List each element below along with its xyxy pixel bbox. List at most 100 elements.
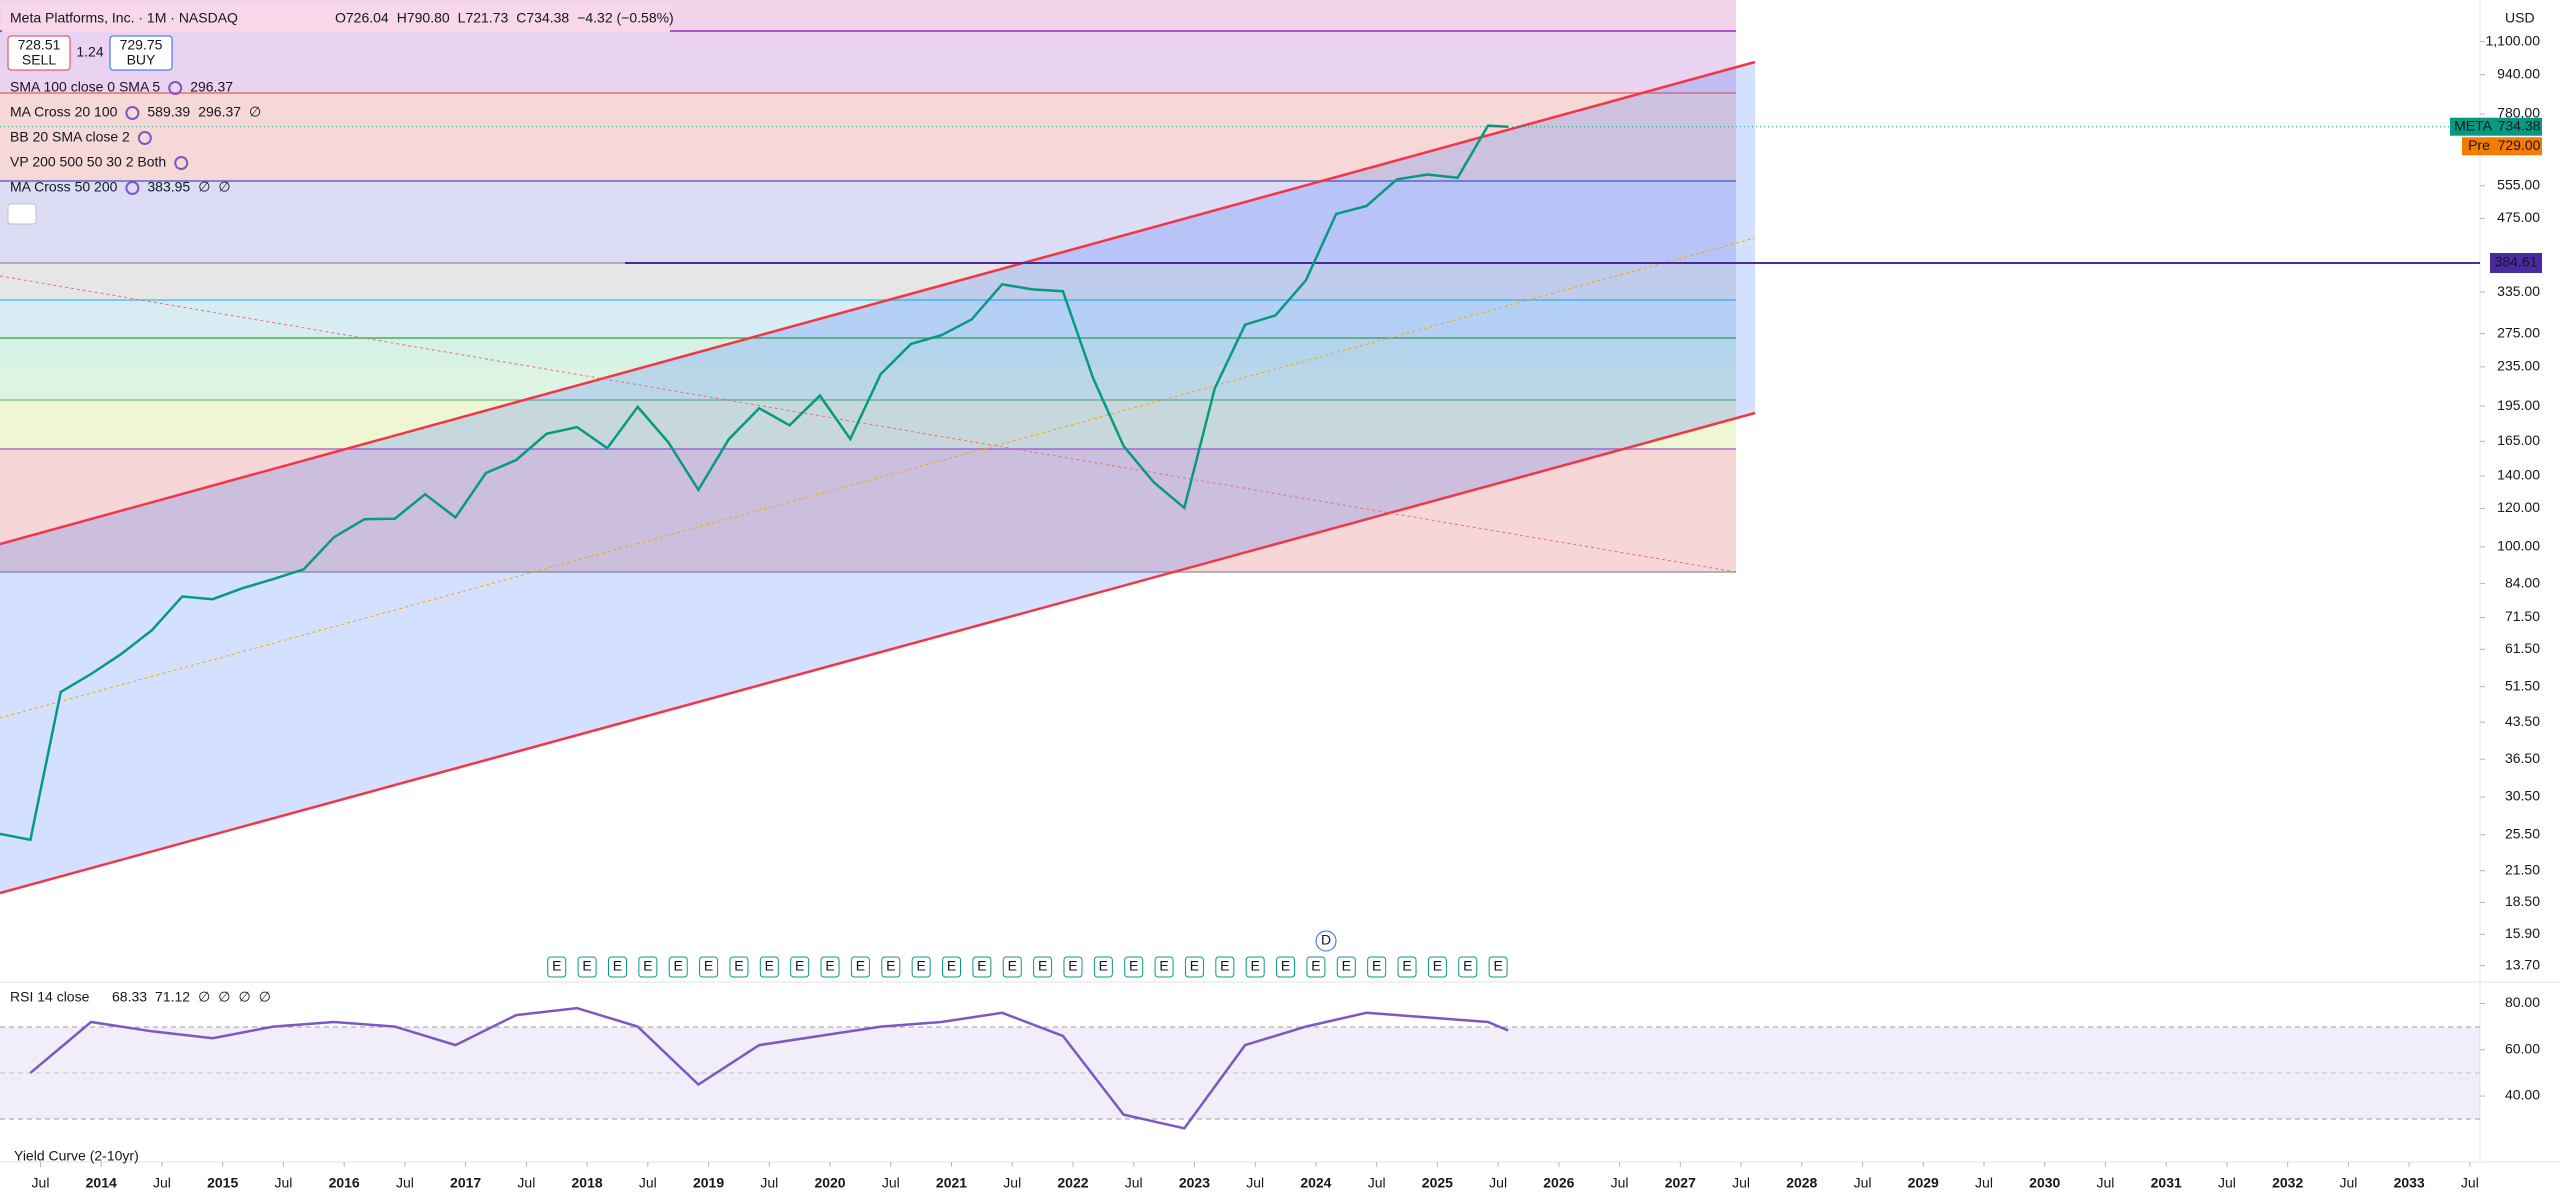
earnings-marker[interactable] bbox=[1093, 956, 1113, 978]
earnings-label: E bbox=[1493, 958, 1502, 974]
x-tick-label: Jul bbox=[2461, 1175, 2479, 1191]
dividend-marker[interactable] bbox=[1315, 930, 1337, 952]
earnings-marker[interactable] bbox=[638, 956, 658, 978]
y-tick-label: 51.50 bbox=[2505, 677, 2540, 693]
earnings-marker[interactable] bbox=[729, 956, 749, 978]
rsi-legend-value: 71.12 bbox=[155, 989, 190, 1005]
indicator-name: VP 200 500 50 30 2 Both bbox=[10, 154, 166, 170]
earnings-marker[interactable] bbox=[1154, 956, 1174, 978]
earnings-label: E bbox=[1402, 958, 1411, 974]
chart-title: Meta Platforms, Inc. · 1M · NASDAQ bbox=[10, 10, 238, 26]
x-tick-label: Jul bbox=[1489, 1175, 1507, 1191]
y-tick-label: 555.00 bbox=[2497, 176, 2540, 192]
earnings-marker[interactable] bbox=[759, 956, 779, 978]
earnings-marker[interactable] bbox=[942, 956, 962, 978]
x-tick-label: Jul bbox=[882, 1175, 900, 1191]
y-tick-label: 235.00 bbox=[2497, 358, 2540, 374]
rsi-legend-value: ∅ bbox=[218, 989, 230, 1005]
earnings-marker[interactable] bbox=[1124, 956, 1144, 978]
y-tick-label: 1,100.00 bbox=[2486, 32, 2541, 48]
dividend-label: D bbox=[1321, 932, 1331, 948]
x-tick-label: 2018 bbox=[572, 1175, 603, 1191]
earnings-label: E bbox=[977, 958, 986, 974]
x-tick-label: Jul bbox=[639, 1175, 657, 1191]
earnings-marker[interactable] bbox=[1397, 956, 1417, 978]
buy-button[interactable] bbox=[109, 35, 173, 71]
indicator-value: ∅ bbox=[249, 104, 261, 120]
indicator-name: MA Cross 50 200 bbox=[10, 179, 118, 195]
x-tick-label: 2033 bbox=[2394, 1175, 2425, 1191]
indicator-icon bbox=[125, 181, 140, 195]
earnings-marker[interactable] bbox=[1245, 956, 1265, 978]
channel-fill bbox=[0, 62, 1755, 893]
y-tick-label: 84.00 bbox=[2505, 574, 2540, 590]
earnings-marker[interactable] bbox=[1367, 956, 1387, 978]
y-tick-label: 275.00 bbox=[2497, 324, 2540, 340]
rsi-band bbox=[0, 1027, 2480, 1119]
price-line bbox=[0, 124, 1509, 842]
collapse-button[interactable] bbox=[7, 203, 37, 225]
earnings-marker[interactable] bbox=[850, 956, 870, 978]
premarket-tag-bg bbox=[2462, 137, 2496, 156]
x-tick-label: 2030 bbox=[2029, 1175, 2060, 1191]
y-tick-label: 18.50 bbox=[2505, 893, 2540, 909]
earnings-marker[interactable] bbox=[668, 956, 688, 978]
x-tick-label: Jul bbox=[396, 1175, 414, 1191]
indicator-value: ∅ bbox=[198, 179, 210, 195]
earnings-marker[interactable] bbox=[1427, 956, 1447, 978]
earnings-marker[interactable] bbox=[820, 956, 840, 978]
indicator-icon bbox=[137, 131, 152, 145]
earnings-label: E bbox=[1372, 958, 1381, 974]
earnings-marker[interactable] bbox=[607, 956, 627, 978]
x-tick-label: Jul bbox=[2339, 1175, 2357, 1191]
earnings-marker[interactable] bbox=[699, 956, 719, 978]
fib-bands bbox=[0, 0, 1736, 573]
ohlc-value: −4.32 (−0.58%) bbox=[577, 10, 674, 26]
x-tick-label: Jul bbox=[2218, 1175, 2236, 1191]
x-tick-label: Jul bbox=[32, 1175, 50, 1191]
earnings-marker[interactable] bbox=[1215, 956, 1235, 978]
indicator-legend: SMA 100 close 0 SMA 5 296.37 MA Cross 20 1… bbox=[10, 79, 261, 195]
earnings-marker[interactable] bbox=[1458, 956, 1478, 978]
fib-band bbox=[0, 366, 1736, 400]
x-tick-label: 2020 bbox=[814, 1175, 845, 1191]
earnings-label: E bbox=[582, 958, 591, 974]
earnings-label: E bbox=[916, 958, 925, 974]
price-tag-symbol: META bbox=[2454, 117, 2493, 133]
earnings-marker[interactable] bbox=[1063, 956, 1083, 978]
earnings-label: E bbox=[1311, 958, 1320, 974]
y-tick-label: 25.50 bbox=[2505, 825, 2540, 841]
indicator-value: 589.39 bbox=[147, 104, 190, 120]
earnings-marker[interactable] bbox=[1276, 956, 1296, 978]
fib-band bbox=[0, 263, 1736, 300]
fib-band bbox=[0, 449, 1736, 572]
earnings-marker[interactable] bbox=[1184, 956, 1204, 978]
fib-band bbox=[0, 93, 1736, 181]
earnings-label: E bbox=[795, 958, 804, 974]
earnings-label: E bbox=[825, 958, 834, 974]
earnings-marker[interactable] bbox=[577, 956, 597, 978]
earnings-marker[interactable] bbox=[881, 956, 901, 978]
earnings-marker[interactable] bbox=[1002, 956, 1022, 978]
rsi-legend-value: ∅ bbox=[198, 989, 210, 1005]
x-tick-label: 2021 bbox=[936, 1175, 967, 1191]
earnings-marker[interactable] bbox=[911, 956, 931, 978]
earnings-marker[interactable] bbox=[1306, 956, 1326, 978]
fib-band bbox=[0, 338, 1736, 366]
x-tick-label: Jul bbox=[1611, 1175, 1629, 1191]
earnings-marker[interactable] bbox=[1033, 956, 1053, 978]
earnings-marker[interactable] bbox=[1336, 956, 1356, 978]
earnings-marker[interactable] bbox=[547, 956, 567, 978]
earnings-marker[interactable] bbox=[790, 956, 810, 978]
indicator-icon bbox=[125, 106, 140, 120]
x-tick-label: 2028 bbox=[1786, 1175, 1817, 1191]
earnings-marker[interactable] bbox=[972, 956, 992, 978]
x-tick-label: 2023 bbox=[1179, 1175, 1210, 1191]
indicator-value: 383.95 bbox=[147, 179, 190, 195]
premarket-label: Pre bbox=[2468, 137, 2490, 153]
earnings-label: E bbox=[1463, 958, 1472, 974]
sell-button[interactable] bbox=[7, 35, 71, 71]
earnings-marker[interactable] bbox=[1488, 956, 1508, 978]
x-tick-label: 2025 bbox=[1422, 1175, 1453, 1191]
buy-price: 729.75 bbox=[120, 37, 163, 53]
